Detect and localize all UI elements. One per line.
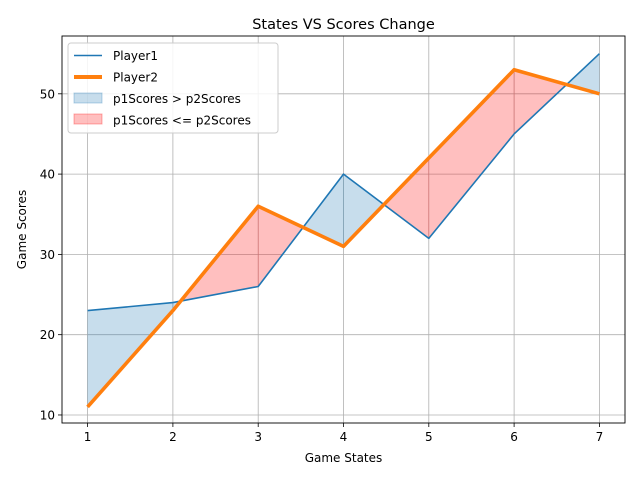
legend-swatch-p1-greater bbox=[73, 92, 103, 104]
legend-box bbox=[67, 42, 279, 134]
legend-label-player1: Player1 bbox=[113, 49, 158, 63]
series-lines bbox=[86, 53, 600, 409]
series-line-player1 bbox=[87, 53, 600, 312]
axis-ticks: 1 2 3 4 5 6 7 10 20 30 40 50 bbox=[40, 87, 604, 444]
legend-label-player2: Player2 bbox=[113, 71, 158, 85]
x-tick-label: 7 bbox=[596, 430, 604, 444]
x-tick-label: 3 bbox=[254, 430, 262, 444]
fill-p1-less-equal bbox=[428, 69, 515, 240]
series-line-player2 bbox=[86, 67, 600, 409]
x-tick-label: 1 bbox=[84, 430, 92, 444]
x-tick-label: 4 bbox=[340, 430, 348, 444]
y-axis-label: Game Scores bbox=[15, 190, 29, 269]
y-tick-label: 30 bbox=[40, 248, 55, 262]
fill-p1-less-equal bbox=[513, 69, 568, 135]
chart-title: States VS Scores Change bbox=[252, 17, 435, 33]
x-tick-label: 5 bbox=[425, 430, 433, 444]
legend-label-p1-greater: p1Scores > p2Scores bbox=[113, 92, 241, 106]
y-tick-label: 10 bbox=[40, 408, 55, 422]
y-tick-label: 40 bbox=[40, 168, 55, 182]
x-tick-label: 2 bbox=[169, 430, 177, 444]
legend-label-p1-less-equal: p1Scores <= p2Scores bbox=[113, 114, 251, 128]
y-tick-label: 20 bbox=[40, 328, 55, 342]
x-tick-label: 6 bbox=[510, 430, 518, 444]
y-tick-label: 50 bbox=[40, 87, 55, 101]
legend: Player1 Player2 p1Scores > p2Scores p1Sc… bbox=[67, 42, 279, 134]
legend-swatch-p1-less-equal bbox=[73, 113, 103, 125]
x-axis-label: Game States bbox=[305, 451, 383, 465]
